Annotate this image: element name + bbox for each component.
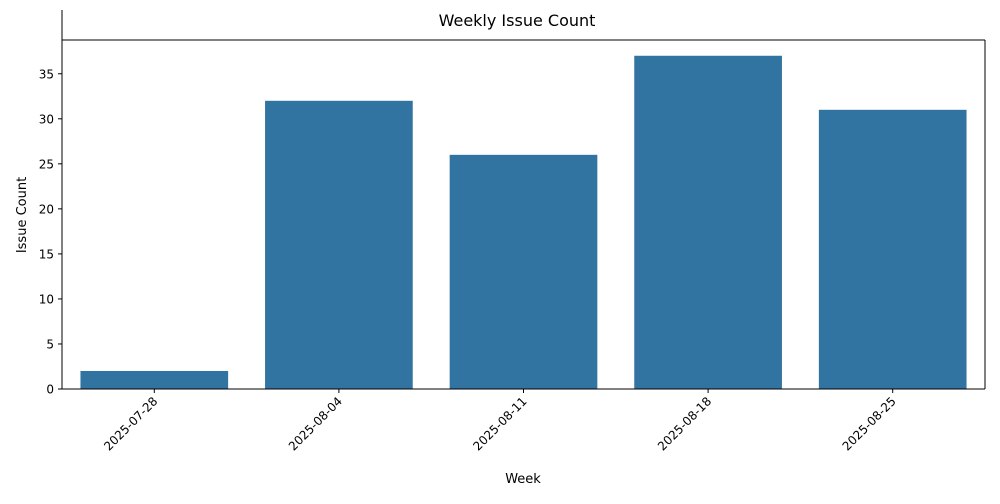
- x-tick-label: 2025-08-18: [655, 394, 714, 453]
- x-tick-label: 2025-08-11: [470, 394, 529, 453]
- y-axis-ticks: 0 5 10 15 20 25 30 35: [39, 67, 62, 397]
- bar-2025-08-11: [449, 154, 598, 389]
- x-tick-label: 2025-07-28: [101, 394, 160, 453]
- y-tick-label: 5: [46, 337, 54, 351]
- y-tick-label: 30: [39, 112, 54, 126]
- bars-layer: [80, 55, 967, 390]
- y-tick-label: 10: [39, 292, 54, 306]
- chart-title: Weekly Issue Count: [439, 11, 596, 30]
- bar-2025-08-18: [634, 55, 782, 389]
- x-tick-label: 2025-08-04: [286, 394, 345, 453]
- y-tick-label: 0: [46, 383, 54, 397]
- bar-2025-07-28: [80, 370, 229, 389]
- y-tick-label: 15: [39, 247, 54, 261]
- x-tick-label: 2025-08-25: [840, 394, 899, 453]
- y-tick-label: 20: [39, 202, 54, 216]
- y-tick-label: 35: [39, 67, 54, 81]
- bar-2025-08-25: [818, 109, 967, 390]
- x-axis-ticks: 2025-07-28 2025-08-04 2025-08-11 2025-08-18…: [101, 389, 899, 453]
- x-axis-label: Week: [505, 472, 541, 487]
- y-tick-label: 25: [39, 157, 54, 171]
- bar-2025-08-04: [265, 100, 413, 389]
- y-axis-label: Issue Count: [15, 177, 30, 253]
